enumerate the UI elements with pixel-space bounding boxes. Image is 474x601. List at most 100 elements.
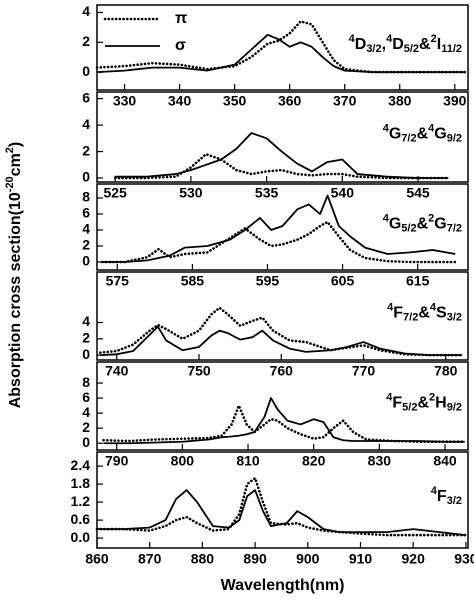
x-tick-label: 360 [278, 93, 302, 109]
y-tick-label: 6 [82, 205, 90, 221]
x-tick-label: 390 [443, 93, 467, 109]
y-tick-label: 6 [82, 89, 90, 105]
panel-label: 4F3/2 [431, 485, 462, 507]
text-part: cm [7, 153, 24, 176]
supscript: 4 [430, 301, 437, 313]
panel-label: 4D3/2,4D5/2&2I11/2 [349, 33, 462, 55]
x-tick-label: 760 [270, 363, 294, 379]
panel-label: 4G5/2&2G7/2 [383, 212, 462, 234]
x-tick-label: 920 [402, 551, 426, 567]
text-part: & [419, 36, 431, 53]
x-tick-label: 605 [331, 273, 355, 289]
data-line [96, 33, 466, 74]
text-part: D [355, 36, 367, 53]
x-tick-label: 770 [352, 363, 376, 379]
x-tick-label: 780 [434, 363, 458, 379]
x-tick-label: 890 [243, 551, 267, 567]
supscript: 4 [386, 33, 393, 45]
text-part: & [418, 305, 430, 322]
x-tick-label: 810 [236, 453, 260, 469]
text-part: ) [7, 142, 24, 147]
panel-frame [96, 91, 469, 183]
subscript: 5/2 [402, 401, 417, 413]
supscript: 4 [387, 301, 394, 313]
x-tick-label: 830 [368, 453, 392, 469]
x-tick-label: 740 [105, 363, 129, 379]
x-tick-label: 540 [331, 185, 355, 201]
supscript: 2 [4, 147, 16, 153]
y-tick-label: 2 [82, 33, 90, 49]
text-part: , [382, 36, 386, 53]
panel-label: 4F7/2&4S3/2 [387, 301, 462, 323]
supscript: 2 [431, 33, 437, 45]
x-tick-label: 880 [191, 551, 215, 567]
text-part: D [392, 36, 404, 53]
x-tick-label: 535 [255, 185, 279, 201]
text-part: H [435, 395, 447, 412]
panel-frame [96, 271, 469, 361]
x-tick-label: 340 [168, 93, 192, 109]
text-part: & [417, 126, 429, 143]
y-tick-label: 4 [82, 313, 90, 329]
supscript: 2 [428, 212, 434, 224]
data-line [98, 306, 464, 357]
data-line [115, 132, 449, 179]
data-line [103, 397, 465, 445]
x-tick-label: 530 [179, 185, 203, 201]
text-part: S [436, 305, 447, 322]
panel-label: 4G7/2&4G9/2 [383, 122, 462, 144]
y-tick-label: 0.6 [71, 511, 91, 527]
data-line [102, 404, 467, 444]
x-tick-label: 860 [85, 551, 109, 567]
supscript: 2 [429, 391, 435, 403]
legend-label: σ [175, 37, 186, 54]
x-tick-label: 820 [302, 453, 326, 469]
x-tick-label: 330 [113, 93, 137, 109]
data-line [100, 220, 457, 264]
y-tick-label: 2 [82, 419, 90, 435]
text-part: Absorption cross section(10 [7, 192, 24, 408]
panel-frame [96, 361, 469, 451]
y-tick-label: 2.4 [71, 457, 91, 473]
x-tick-label: 840 [433, 453, 457, 469]
supscript: -20 [4, 176, 16, 192]
y-tick-label: 2 [82, 330, 90, 346]
text-part: F [392, 395, 402, 412]
y-tick-label: 0 [82, 346, 90, 362]
subscript: 11/2 [441, 43, 462, 55]
text-part: F [437, 488, 447, 505]
x-tick-label: 800 [171, 453, 195, 469]
subscript: 3/2 [447, 495, 462, 507]
subscript: 9/2 [447, 132, 462, 144]
supscript: 4 [383, 122, 390, 134]
subscript: 7/2 [401, 132, 416, 144]
y-tick-label: 6 [82, 389, 90, 405]
x-tick-label: 585 [181, 273, 205, 289]
text-part: F [393, 305, 403, 322]
text-part: G [434, 216, 446, 233]
x-tick-label: 595 [256, 273, 280, 289]
text-part: G [434, 126, 446, 143]
x-tick-label: 370 [333, 93, 357, 109]
subscript: 3/2 [366, 43, 381, 55]
text-part: G [389, 126, 401, 143]
supscript: 4 [431, 485, 438, 497]
x-tick-label: 750 [187, 363, 211, 379]
y-tick-label: 0 [82, 169, 90, 185]
y-tick-label: 4 [82, 404, 90, 420]
y-tick-label: 4 [82, 116, 90, 132]
data-line [95, 476, 468, 537]
text-part: & [417, 395, 429, 412]
data-line [97, 489, 466, 536]
subscript: 7/2 [447, 222, 462, 234]
panel-label: 4F5/2&2H9/2 [386, 391, 462, 413]
y-tick-label: 8 [82, 374, 90, 390]
x-tick-label: 380 [388, 93, 412, 109]
panel-frame [96, 4, 469, 91]
legend-label: π [175, 10, 187, 27]
supscript: 4 [383, 212, 390, 224]
panel-frame [96, 451, 469, 549]
supscript: 4 [428, 122, 435, 134]
x-axis-label: Wavelength(nm) [221, 577, 345, 594]
x-tick-label: 790 [105, 453, 129, 469]
